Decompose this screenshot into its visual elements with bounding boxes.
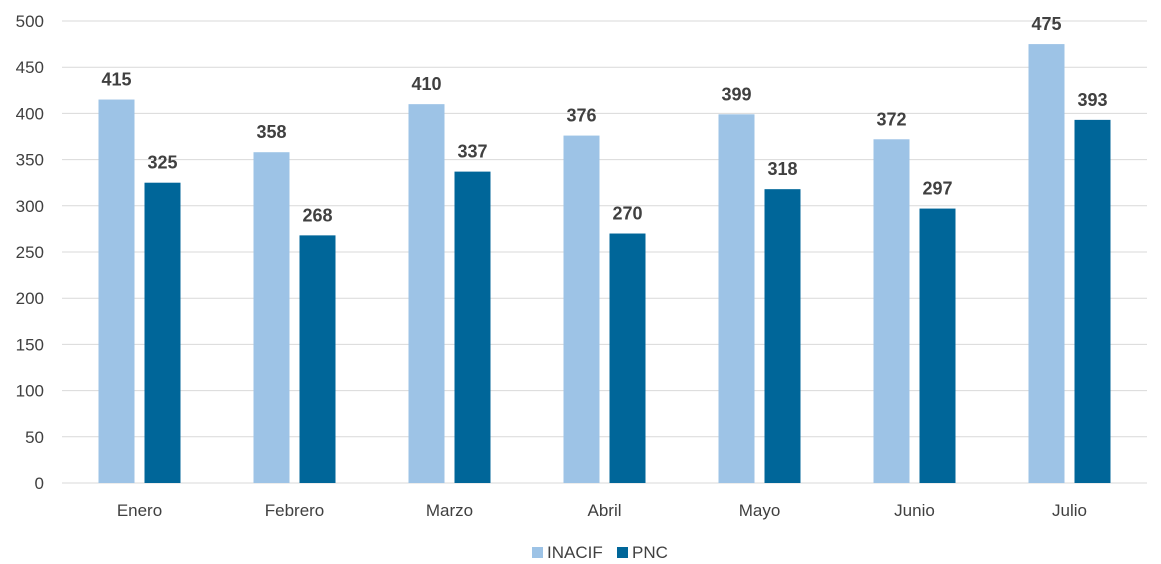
bar-inacif-abril <box>563 135 600 484</box>
y-tick-label: 350 <box>16 151 44 170</box>
bar-pnc-febrero <box>299 235 336 483</box>
data-label-inacif-julio: 475 <box>1031 14 1061 34</box>
x-category-label: Enero <box>117 501 162 520</box>
data-label-inacif-junio: 372 <box>876 109 906 129</box>
legend-swatch-inacif <box>532 547 543 558</box>
data-label-pnc-marzo: 337 <box>457 142 487 162</box>
y-tick-label: 150 <box>16 335 44 354</box>
data-label-inacif-mayo: 399 <box>721 84 751 104</box>
data-label-pnc-febrero: 268 <box>302 205 332 225</box>
bar-pnc-julio <box>1074 119 1111 484</box>
bar-inacif-marzo <box>408 104 445 483</box>
y-axis-ticks: 0 50 100 150 200 250 300 350 400 450 500 <box>16 12 44 493</box>
y-tick-label: 450 <box>16 58 44 77</box>
bar-pnc-mayo <box>764 189 801 483</box>
data-label-inacif-febrero: 358 <box>256 122 286 142</box>
y-tick-label: 300 <box>16 197 44 216</box>
bar-inacif-julio <box>1028 44 1065 483</box>
data-label-pnc-julio: 393 <box>1077 90 1107 110</box>
data-label-inacif-marzo: 410 <box>411 74 441 94</box>
bar-pnc-marzo <box>454 171 491 483</box>
bar-inacif-enero <box>98 99 135 483</box>
bar-pnc-enero <box>144 182 181 483</box>
y-tick-label: 500 <box>16 12 44 31</box>
y-tick-label: 400 <box>16 104 44 123</box>
data-label-inacif-abril: 376 <box>566 106 596 126</box>
bar-pnc-abril <box>609 233 646 483</box>
bar-inacif-febrero <box>253 152 290 483</box>
x-category-label: Julio <box>1052 501 1087 520</box>
data-label-pnc-mayo: 318 <box>767 159 797 179</box>
data-label-pnc-enero: 325 <box>147 153 177 173</box>
x-category-label: Abril <box>587 501 621 520</box>
bar-inacif-mayo <box>718 114 755 483</box>
data-label-inacif-enero: 415 <box>101 70 131 90</box>
y-tick-label: 0 <box>35 474 44 493</box>
gridlines <box>62 20 1147 484</box>
bar-pnc-junio <box>919 208 956 483</box>
y-tick-label: 250 <box>16 243 44 262</box>
data-labels: 415 325 358 268 410 337 376 270 399 318 372 297 475 3… <box>101 14 1107 225</box>
x-category-label: Junio <box>894 501 935 520</box>
data-label-pnc-abril: 270 <box>612 204 642 224</box>
y-tick-label: 200 <box>16 289 44 308</box>
legend-swatch-pnc <box>617 547 628 558</box>
data-label-pnc-junio: 297 <box>922 179 952 199</box>
y-tick-label: 100 <box>16 382 44 401</box>
y-tick-label: 50 <box>25 428 44 447</box>
legend-label-inacif: INACIF <box>547 543 603 562</box>
x-category-label: Mayo <box>739 501 781 520</box>
legend: INACIF PNC <box>532 543 668 562</box>
legend-label-pnc: PNC <box>632 543 668 562</box>
x-category-label: Febrero <box>265 501 325 520</box>
x-category-label: Marzo <box>426 501 473 520</box>
bar-inacif-junio <box>873 139 910 483</box>
x-axis-categories: Enero Febrero Marzo Abril Mayo Junio Julio <box>117 501 1087 520</box>
bars <box>98 44 1111 484</box>
